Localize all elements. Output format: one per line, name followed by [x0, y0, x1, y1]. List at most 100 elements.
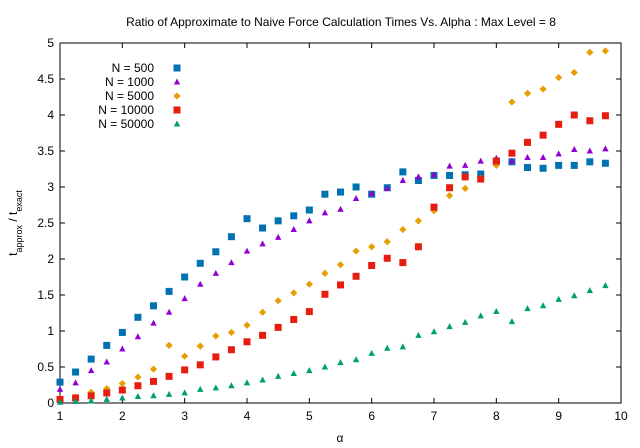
data-point: [352, 183, 360, 191]
data-point: [181, 295, 188, 302]
y-tick-label: 1.5: [37, 288, 54, 302]
data-point: [72, 368, 80, 376]
data-point: [274, 217, 282, 225]
data-point: [384, 344, 391, 351]
data-point: [539, 131, 547, 139]
data-point: [523, 89, 532, 97]
x-axis-label: α: [337, 431, 344, 445]
data-point: [259, 240, 266, 247]
data-point: [321, 290, 329, 298]
data-point: [196, 342, 204, 350]
data-point: [212, 269, 220, 276]
y-tick-label: 3.5: [37, 144, 54, 158]
legend-label: N = 5000: [105, 89, 154, 103]
data-point: [446, 323, 453, 330]
data-point: [321, 209, 329, 216]
x-tick-label: 4: [244, 409, 251, 423]
data-point: [181, 352, 189, 360]
data-point: [508, 157, 516, 164]
y-tick-label: 0: [47, 396, 54, 410]
data-point: [306, 217, 313, 224]
data-point: [601, 112, 609, 120]
data-point: [445, 192, 454, 200]
data-point: [290, 225, 297, 232]
data-point: [414, 243, 422, 251]
data-point: [430, 203, 438, 211]
data-point: [321, 190, 329, 198]
data-point: [602, 282, 609, 289]
data-point: [586, 147, 594, 154]
data-point: [492, 157, 500, 165]
data-point: [446, 162, 453, 169]
x-tick-label: 7: [431, 409, 438, 423]
data-point: [368, 261, 376, 269]
data-point: [508, 318, 516, 325]
data-point: [134, 393, 142, 400]
data-point: [368, 349, 375, 356]
data-point: [72, 398, 79, 405]
data-point: [586, 158, 594, 166]
legend-marker: [173, 120, 181, 127]
series-points: [56, 111, 609, 403]
x-tick-label: 8: [493, 409, 500, 423]
data-point: [290, 289, 298, 297]
data-point: [352, 272, 360, 280]
y-tick-label: 2.5: [37, 216, 54, 230]
data-point: [539, 153, 547, 160]
x-tick-label: 3: [181, 409, 188, 423]
data-point: [103, 385, 111, 393]
legend-label: N = 50000: [98, 117, 154, 131]
data-point: [399, 225, 407, 234]
data-point: [477, 175, 485, 183]
y-axis-label: tapprox / texact: [6, 190, 24, 256]
y-tick-label: 3: [47, 180, 54, 194]
data-point: [446, 171, 454, 179]
series-points: [56, 282, 609, 405]
data-point: [212, 353, 220, 361]
data-point: [118, 379, 126, 388]
series-points: [56, 47, 610, 403]
data-point: [56, 385, 64, 392]
data-point: [586, 287, 594, 294]
data-point: [571, 292, 578, 299]
data-point: [305, 308, 313, 316]
data-point: [103, 341, 111, 349]
y-tick-label: 4.5: [37, 72, 54, 86]
data-point: [212, 248, 220, 256]
data-point: [508, 149, 516, 157]
data-point: [119, 394, 126, 401]
data-point: [150, 392, 157, 399]
data-point: [290, 369, 297, 376]
legend-marker: [173, 64, 181, 72]
data-point: [414, 177, 422, 185]
y-tick-label: 1: [47, 324, 54, 338]
data-point: [415, 331, 422, 338]
data-point: [181, 366, 189, 374]
data-point: [601, 159, 609, 167]
data-point: [305, 280, 313, 288]
data-point: [602, 145, 609, 152]
data-point: [56, 378, 64, 386]
data-point: [243, 321, 251, 329]
data-point: [258, 308, 267, 316]
data-point: [508, 98, 516, 106]
y-tick-label: 2: [47, 252, 54, 266]
data-point: [72, 394, 80, 402]
data-point: [103, 358, 110, 365]
data-point: [259, 224, 267, 232]
legend-marker: [173, 92, 181, 100]
data-point: [461, 161, 469, 168]
data-point: [461, 173, 469, 181]
data-point: [134, 313, 142, 321]
legend-label: N = 10000: [98, 103, 154, 117]
data-point: [259, 376, 266, 383]
x-tick-label: 5: [306, 409, 313, 423]
data-point: [321, 269, 329, 277]
x-axis: 1 2 3 4 5 6 7 8 9 10: [57, 43, 628, 423]
data-point: [212, 332, 220, 340]
data-point: [555, 73, 563, 82]
data-point: [414, 217, 423, 225]
data-point: [524, 164, 531, 172]
